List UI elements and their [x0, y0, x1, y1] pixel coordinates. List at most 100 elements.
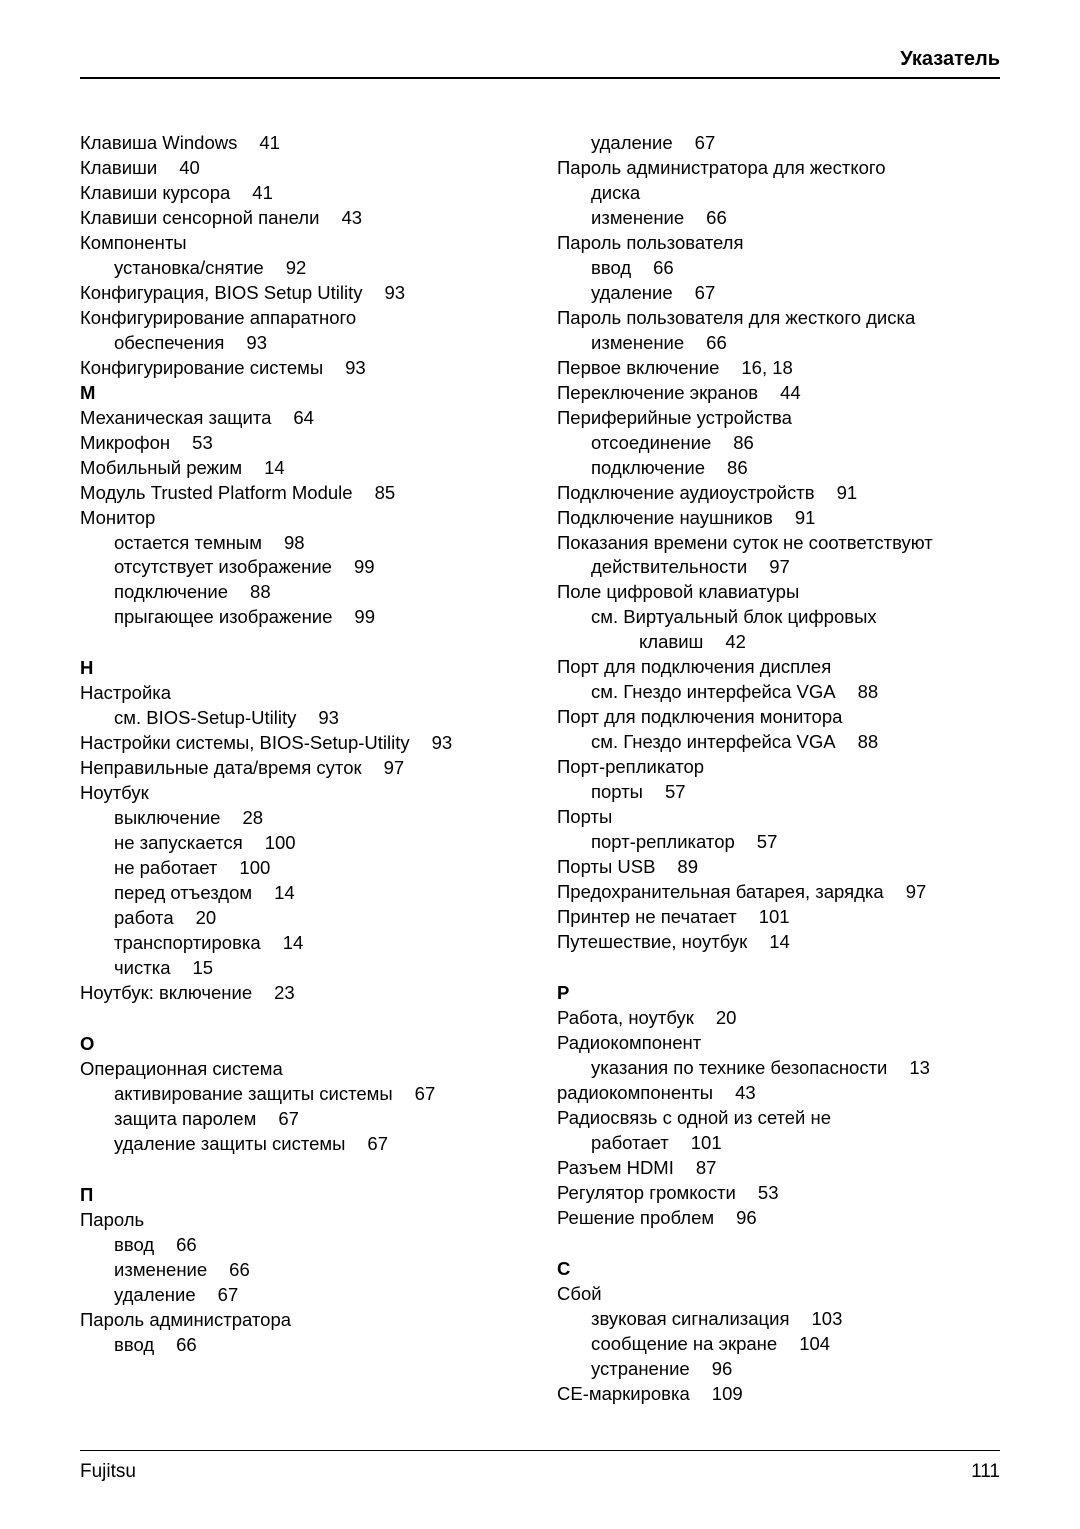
index-entry-text: см. BIOS-Setup-Utility	[114, 707, 296, 728]
index-entry-text: Конфигурация, BIOS Setup Utility	[80, 282, 363, 303]
index-sub-entry: не запускается 100	[80, 831, 523, 856]
index-entry-text: ввод	[114, 1334, 154, 1355]
index-sub-entry: удаление67	[557, 131, 1000, 156]
index-entry: Порты	[557, 805, 1000, 830]
index-entry-page: 92	[286, 257, 307, 278]
index-entry: Пароль пользователя для жесткого диска	[557, 306, 1000, 331]
index-entry-text: подключение	[591, 457, 705, 478]
index-entry: Монитор	[80, 506, 523, 531]
index-entry-page: 14	[283, 932, 304, 953]
index-entry-text: сообщение на экране	[591, 1333, 777, 1354]
index-entry-text: Первое включение	[557, 357, 719, 378]
index-entry-text: Путешествие, ноутбук	[557, 931, 747, 952]
index-letter-heading: О	[80, 1032, 523, 1057]
index-entry: Порты USB89	[557, 855, 1000, 880]
index-entry-text: Пароль	[80, 1209, 144, 1230]
index-entry-page: 88	[250, 581, 271, 602]
index-entry: Мобильный режим14	[80, 456, 523, 481]
index-entry: Клавиша Windows41	[80, 131, 523, 156]
index-entry: Пароль пользователя	[557, 231, 1000, 256]
index-entry-page: 20	[196, 907, 217, 928]
index-sub-entry: изменение66	[557, 206, 1000, 231]
index-entry-page: 96	[712, 1358, 733, 1379]
index-entry-text: перед отъездом	[114, 882, 252, 903]
index-sub-entry: ввод66	[80, 1233, 523, 1258]
index-entry: Порт для подключения монитора	[557, 705, 1000, 730]
index-entry-page: 86	[733, 432, 754, 453]
index-entry-page: 67	[218, 1284, 239, 1305]
index-sub-entry: устранение 96	[557, 1357, 1000, 1382]
index-entry-text: Монитор	[80, 507, 155, 528]
index-entry-page: 101	[691, 1132, 722, 1153]
index-entry-text: Порты	[557, 806, 612, 827]
index-entry-page: 53	[758, 1182, 779, 1203]
index-entry: Решение проблем96	[557, 1206, 1000, 1231]
index-entry-text: не запускается	[114, 832, 243, 853]
index-entry-text: удаление	[591, 132, 673, 153]
index-entry: Первое включение 16, 18	[557, 356, 1000, 381]
index-entry-text: Настройка	[80, 682, 171, 703]
index-entry-text: звуковая сигнализация	[591, 1308, 790, 1329]
index-entry-page: 66	[653, 257, 674, 278]
index-entry-text: установка/снятие	[114, 257, 264, 278]
index-entry: Модуль Trusted Platform Module85	[80, 481, 523, 506]
index-entry-page: 43	[735, 1082, 756, 1103]
index-entry: Радиокомпонент	[557, 1031, 1000, 1056]
index-entry-text: указания по технике безопасности	[591, 1057, 887, 1078]
index-entry-text: Клавиши курсора	[80, 182, 230, 203]
index-sub-entry: ввод66	[557, 256, 1000, 281]
index-sub-entry: работа20	[80, 906, 523, 931]
index-entry: Микрофон53	[80, 431, 523, 456]
index-entry-page: 100	[265, 832, 296, 853]
index-sub-entry: подключение 88	[80, 580, 523, 605]
index-sub-entry: ввод66	[80, 1333, 523, 1358]
index-entry: Путешествие, ноутбук14	[557, 930, 1000, 955]
footer-brand: Fujitsu	[80, 1461, 136, 1483]
index-entry-text: Принтер не печатает	[557, 906, 737, 927]
index-sub-entry: активирование защиты системы67	[80, 1082, 523, 1107]
footer-page-number: 111	[971, 1461, 1000, 1483]
index-entry-text: см. Виртуальный блок цифровых	[591, 606, 877, 627]
index-entry: Разъем HDMI87	[557, 1156, 1000, 1181]
index-entry-page: 93	[246, 332, 267, 353]
index-entry-page: 15	[193, 957, 214, 978]
index-entry: Порт-репликатор	[557, 755, 1000, 780]
index-entry-text: прыгающее изображение	[114, 606, 332, 627]
index-entry-text: Порты USB	[557, 856, 655, 877]
index-sub-entry: чистка15	[80, 956, 523, 981]
index-entry-text: Клавиши сенсорной панели	[80, 207, 319, 228]
index-entry: Принтер не печатает101	[557, 905, 1000, 930]
index-entry-text: работает	[591, 1132, 669, 1153]
index-entry-text: Пароль пользователя	[557, 232, 743, 253]
index-entry-text: диска	[591, 182, 640, 203]
index-sub-entry: удаление67	[557, 281, 1000, 306]
index-entry-text: см. Гнездо интерфейса VGA	[591, 731, 836, 752]
index-entry-page: 41	[259, 132, 280, 153]
index-entry-page: 42	[725, 631, 746, 652]
index-entry: Конфигурация, BIOS Setup Utility93	[80, 281, 523, 306]
index-entry-text: Настройки системы, BIOS-Setup-Utility	[80, 732, 410, 753]
index-entry-page: 16, 18	[741, 357, 792, 378]
index-entry-page: 13	[909, 1057, 930, 1078]
index-entry: Регулятор громкости53	[557, 1181, 1000, 1206]
index-entry-text: Порт для подключения дисплея	[557, 656, 831, 677]
index-entry-text: Микрофон	[80, 432, 170, 453]
index-entry-page: 87	[696, 1157, 717, 1178]
index-entry-text: СЕ-маркировка	[557, 1383, 690, 1404]
index-entry-text: удаление	[114, 1284, 196, 1305]
index-entry-text: подключение	[114, 581, 228, 602]
index-entry: Работа, ноутбук20	[557, 1006, 1000, 1031]
index-entry-text: устранение	[591, 1358, 690, 1379]
index-entry: Радиосвязь с одной из сетей не	[557, 1106, 1000, 1131]
index-entry: радиокомпоненты43	[557, 1081, 1000, 1106]
index-sub-entry: удаление защиты системы67	[80, 1132, 523, 1157]
index-entry-text: не работает	[114, 857, 217, 878]
index-entry-text: Радиосвязь с одной из сетей не	[557, 1107, 831, 1128]
index-entry-page: 93	[345, 357, 366, 378]
index-entry-text: Подключение наушников	[557, 507, 773, 528]
index-sub-entry: остается темным98	[80, 531, 523, 556]
index-entry-page: 57	[665, 781, 686, 802]
index-entry-text: Пароль администратора для жесткого	[557, 157, 886, 178]
index-entry-page: 93	[318, 707, 339, 728]
index-entry-text: действительности	[591, 556, 747, 577]
